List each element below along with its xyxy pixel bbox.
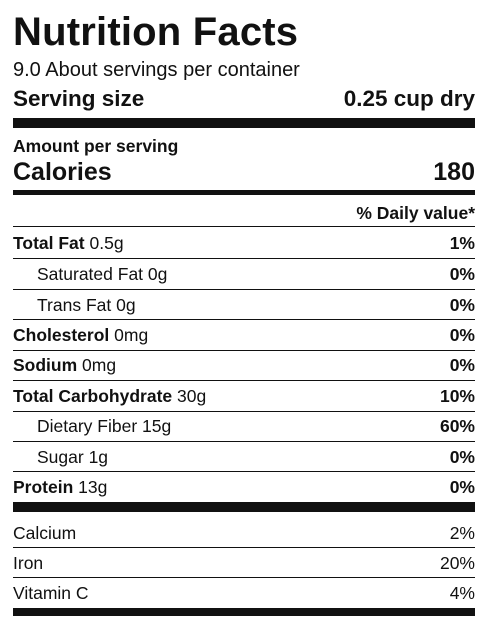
nutrient-amount: 0g bbox=[147, 264, 168, 284]
nutrient-daily-value: 0% bbox=[449, 295, 475, 315]
vitamin-daily-value: 4% bbox=[449, 583, 475, 603]
serving-size-label: Serving size bbox=[13, 86, 145, 111]
divider bbox=[13, 441, 475, 442]
divider bbox=[13, 471, 475, 472]
nutrition-facts-label: Nutrition Facts 9.0 About servings per c… bbox=[13, 0, 475, 621]
nutrient-daily-value: 0% bbox=[449, 477, 475, 497]
serving-size-row: Serving size 0.25 cup dry bbox=[13, 85, 475, 113]
nutrient-amount: 13g bbox=[78, 477, 108, 497]
nutrient-daily-value: 0% bbox=[449, 325, 475, 345]
nutrient-row-sodium: Sodium 0mg 0% bbox=[13, 350, 475, 380]
nutrient-name: Sugar bbox=[37, 447, 84, 467]
nutrient-row-total-carbohydrate: Total Carbohydrate 30g 10% bbox=[13, 381, 475, 411]
thick-divider-bottom bbox=[13, 608, 475, 616]
nutrient-name: Total Fat bbox=[13, 233, 85, 253]
vitamin-daily-value: 20% bbox=[439, 553, 475, 573]
calories-value: 180 bbox=[433, 158, 475, 186]
nutrient-amount: 15g bbox=[142, 416, 172, 436]
nutrient-row-saturated-fat: Saturated Fat 0g 0% bbox=[13, 259, 475, 289]
daily-value-header: % Daily value* bbox=[356, 203, 475, 223]
divider bbox=[13, 350, 475, 351]
nutrient-daily-value: 0% bbox=[449, 447, 475, 467]
divider bbox=[13, 411, 475, 412]
servings-per-container: 9.0 About servings per container bbox=[13, 59, 300, 81]
nutrient-name: Saturated Fat bbox=[37, 264, 144, 284]
label-title: Nutrition Facts bbox=[13, 10, 299, 54]
divider bbox=[13, 380, 475, 381]
divider bbox=[13, 226, 475, 227]
nutrient-name: Sodium bbox=[13, 355, 78, 375]
medium-divider-calories bbox=[13, 190, 475, 195]
divider bbox=[13, 319, 475, 320]
thick-divider-vitamins bbox=[13, 502, 475, 512]
nutrient-name: Trans Fat bbox=[37, 295, 112, 315]
nutrient-amount: 0mg bbox=[82, 355, 117, 375]
nutrient-row-protein: Protein 13g 0% bbox=[13, 472, 475, 502]
divider bbox=[13, 289, 475, 290]
vitamin-row-vitamin-c: Vitamin C 4% bbox=[13, 578, 475, 608]
nutrient-daily-value: 0% bbox=[449, 264, 475, 284]
divider bbox=[13, 547, 475, 548]
nutrient-amount: 0.5g bbox=[89, 233, 124, 253]
nutrient-daily-value: 10% bbox=[439, 386, 475, 406]
vitamin-name: Vitamin C bbox=[13, 583, 89, 603]
nutrient-amount: 30g bbox=[177, 386, 207, 406]
divider bbox=[13, 577, 475, 578]
nutrient-row-dietary-fiber: Dietary Fiber 15g 60% bbox=[13, 411, 475, 441]
nutrient-name: Total Carbohydrate bbox=[13, 386, 173, 406]
nutrient-name: Protein bbox=[13, 477, 74, 497]
nutrient-row-total-fat: Total Fat 0.5g 1% bbox=[13, 228, 475, 258]
nutrient-daily-value: 0% bbox=[449, 355, 475, 375]
serving-size-value: 0.25 cup dry bbox=[343, 86, 475, 111]
nutrient-daily-value: 1% bbox=[449, 233, 475, 253]
amount-per-serving: Amount per serving bbox=[13, 136, 179, 156]
nutrient-row-cholesterol: Cholesterol 0mg 0% bbox=[13, 320, 475, 350]
nutrient-amount: 1g bbox=[88, 447, 109, 467]
thick-divider-top bbox=[13, 118, 475, 128]
vitamin-row-iron: Iron 20% bbox=[13, 548, 475, 578]
calories-row: Calories 180 bbox=[13, 157, 475, 187]
calories-label: Calories bbox=[13, 158, 112, 186]
nutrient-name: Dietary Fiber bbox=[37, 416, 138, 436]
vitamin-daily-value: 2% bbox=[449, 523, 475, 543]
nutrient-name: Cholesterol bbox=[13, 325, 110, 345]
nutrient-row-sugar: Sugar 1g 0% bbox=[13, 442, 475, 472]
nutrient-row-trans-fat: Trans Fat 0g 0% bbox=[13, 290, 475, 320]
vitamin-row-calcium: Calcium 2% bbox=[13, 518, 475, 548]
nutrient-daily-value: 60% bbox=[439, 416, 475, 436]
vitamin-name: Calcium bbox=[13, 523, 77, 543]
divider bbox=[13, 258, 475, 259]
nutrient-amount: 0g bbox=[116, 295, 136, 315]
nutrient-amount: 0mg bbox=[114, 325, 149, 345]
vitamin-name: Iron bbox=[13, 553, 44, 573]
